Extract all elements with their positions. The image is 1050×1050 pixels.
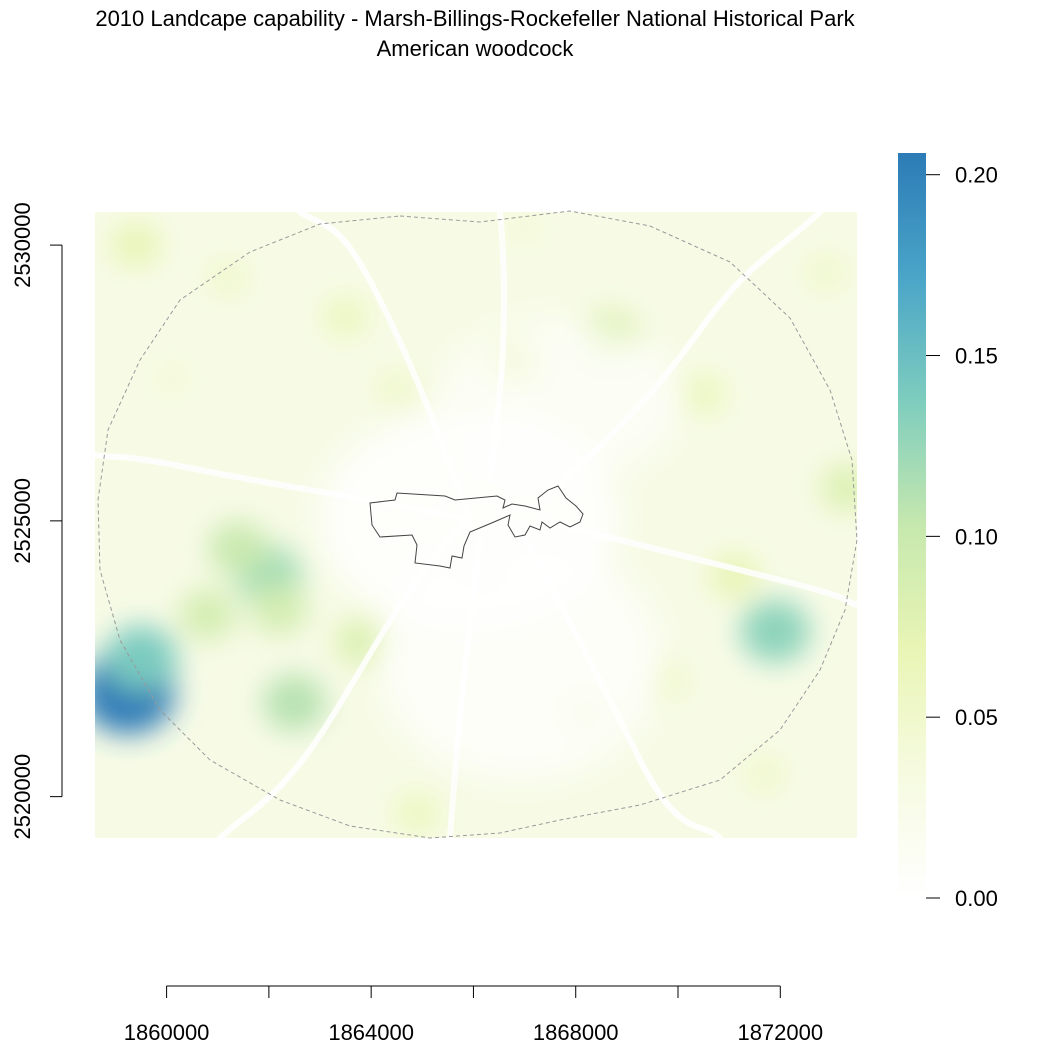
- y-axis-tick-label: 2520000: [10, 754, 35, 840]
- raster-hotspot: [205, 258, 250, 298]
- legend-tick-label: 0.00: [955, 886, 998, 911]
- buffer-boundary: [97, 210, 858, 839]
- x-axis-tick-label: 1868000: [533, 1020, 619, 1045]
- raster-hotspot: [804, 252, 849, 293]
- x-axis-tick-label: 1864000: [328, 1020, 414, 1045]
- raster-hotspot: [104, 625, 178, 692]
- raster-layer: [95, 212, 857, 838]
- x-axis-tick-label: 1872000: [737, 1020, 823, 1045]
- raster-hotspot: [742, 754, 787, 795]
- y-axis-tick-label: 2525000: [10, 478, 35, 564]
- legend-tick-label: 0.15: [955, 344, 998, 369]
- x-axis-tick-label: 1860000: [124, 1020, 210, 1045]
- legend-tick-label: 0.10: [955, 524, 998, 549]
- y-axis-tick-label: 2530000: [10, 202, 35, 288]
- raster-hotspot: [179, 589, 236, 641]
- raster-hotspot: [393, 791, 441, 835]
- map-subtitle: American woodcock: [376, 36, 574, 61]
- legend-tick-label: 0.20: [955, 163, 998, 188]
- raster-hotspot: [679, 372, 728, 416]
- raster-hotspot: [819, 463, 857, 512]
- y-axis: 2520000 2525000 2530000: [10, 202, 63, 840]
- raster-hotspot: [208, 521, 269, 576]
- park-boundary: [369, 485, 584, 569]
- raster-hotspot: [250, 583, 308, 635]
- raster-hotspots: [95, 212, 857, 835]
- raster-hotspot: [262, 674, 327, 732]
- raster-hotspot: [334, 618, 388, 667]
- raster-soft-clearing: [320, 320, 680, 780]
- x-axis: 1860000 1864000 1868000 1872000: [124, 985, 823, 1045]
- legend-tick-label: 0.05: [955, 705, 998, 730]
- map-title: 2010 Landcape capability - Marsh-Billing…: [95, 6, 855, 31]
- legend: 0.00 0.05 0.10 0.15 0.20: [898, 153, 998, 911]
- raster-hotspot: [374, 368, 419, 409]
- raster-hotspot: [110, 222, 162, 268]
- raster-hotspot: [321, 295, 370, 339]
- legend-colorbar: [898, 153, 926, 898]
- legend-ticks: 0.00 0.05 0.10 0.15 0.20: [926, 163, 998, 911]
- raster-hotspot: [740, 599, 810, 663]
- raster-hotspot: [504, 212, 545, 247]
- raster-hotspot: [151, 359, 193, 396]
